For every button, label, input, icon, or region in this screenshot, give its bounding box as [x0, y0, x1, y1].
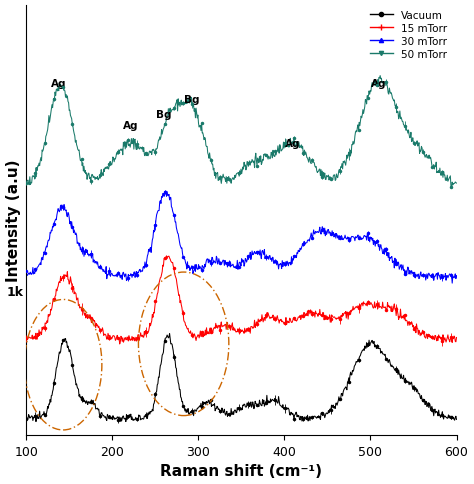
15 mTorr [129, 334, 135, 340]
30 mTorr [159, 195, 165, 201]
Text: Ag: Ag [371, 79, 387, 89]
15 mTorr [160, 263, 165, 269]
Vacuum [412, 387, 418, 393]
30 mTorr [412, 270, 418, 275]
Text: Bg: Bg [156, 110, 172, 120]
Vacuum [359, 348, 365, 354]
15 mTorr [359, 301, 365, 306]
50 mTorr [23, 181, 29, 186]
15 mTorr [164, 254, 169, 259]
Vacuum [307, 418, 313, 424]
Line: Vacuum: Vacuum [26, 334, 456, 422]
Line: 30 mTorr: 30 mTorr [26, 192, 456, 284]
50 mTorr [306, 160, 311, 166]
50 mTorr [358, 114, 364, 120]
Vacuum [454, 417, 459, 423]
30 mTorr [454, 273, 459, 279]
50 mTorr [145, 152, 150, 158]
Y-axis label: Intensity (a.u): Intensity (a.u) [6, 159, 20, 282]
Vacuum [167, 331, 173, 337]
30 mTorr [128, 272, 134, 278]
Text: Ag: Ag [123, 121, 139, 131]
15 mTorr [145, 330, 151, 335]
Text: Bg: Bg [183, 94, 199, 105]
50 mTorr [377, 74, 383, 79]
Line: 15 mTorr: 15 mTorr [26, 257, 456, 344]
X-axis label: Raman shift (cm⁻¹): Raman shift (cm⁻¹) [160, 464, 322, 479]
15 mTorr [454, 335, 459, 341]
30 mTorr [359, 237, 365, 243]
Vacuum [145, 410, 151, 416]
Legend: Vacuum, 15 mTorr, 30 mTorr, 50 mTorr: Vacuum, 15 mTorr, 30 mTorr, 50 mTorr [365, 6, 451, 64]
15 mTorr [412, 324, 418, 330]
Vacuum [23, 416, 29, 422]
Text: Ag: Ag [285, 139, 301, 149]
15 mTorr [23, 336, 29, 342]
50 mTorr [159, 132, 165, 138]
Vacuum [33, 419, 39, 424]
30 mTorr [307, 239, 312, 244]
50 mTorr [449, 186, 455, 192]
50 mTorr [454, 181, 459, 187]
30 mTorr [449, 281, 455, 287]
15 mTorr [117, 341, 123, 347]
30 mTorr [163, 189, 169, 195]
Vacuum [160, 351, 165, 357]
Vacuum [129, 414, 135, 420]
30 mTorr [23, 269, 29, 274]
Line: 50 mTorr: 50 mTorr [26, 76, 456, 189]
50 mTorr [412, 142, 418, 148]
30 mTorr [145, 254, 150, 259]
Text: Ag: Ag [51, 79, 66, 89]
Text: 1k: 1k [7, 286, 24, 299]
50 mTorr [128, 136, 134, 142]
15 mTorr [307, 311, 313, 317]
